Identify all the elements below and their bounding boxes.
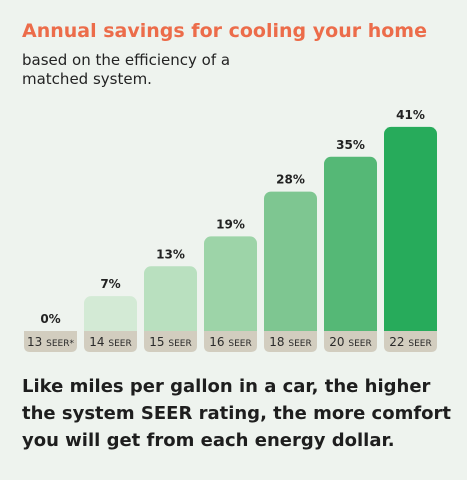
value-label-18: 28% (276, 173, 305, 187)
seer-band-13 (24, 331, 77, 352)
tick-label-16: 16 SEER (209, 335, 251, 349)
value-label-14: 7% (100, 277, 120, 291)
seer-band-20 (324, 331, 377, 352)
bar-22 (384, 126, 437, 341)
bar-15 (144, 266, 197, 340)
tick-label-18: 18 SEER (269, 335, 311, 349)
tick-label-22: 22 SEER (389, 335, 431, 349)
seer-band-14 (84, 331, 137, 352)
tick-label-20: 20 SEER (329, 335, 371, 349)
value-label-15: 13% (156, 247, 185, 261)
bar-18 (264, 191, 317, 340)
value-label-16: 19% (216, 217, 245, 231)
tick-label-13: 13 SEER* (27, 335, 74, 349)
bar-20 (324, 156, 377, 340)
savings-bar-chart: 13 SEER* 0% 14 SEER 7% 15 SEER 13% 16 SEER 19% 1… (24, 108, 437, 352)
value-label-20: 35% (336, 138, 365, 152)
value-label-13: 0% (40, 312, 60, 326)
tick-label-15: 15 SEER (149, 335, 191, 349)
chart-title: Annual savings for cooling your home (22, 20, 427, 42)
seer-band-22 (384, 331, 437, 352)
seer-band-16 (204, 331, 257, 352)
bar-14 (84, 296, 137, 340)
seer-band-18 (264, 331, 317, 352)
value-label-22: 41% (396, 108, 425, 122)
bar-16 (204, 236, 257, 340)
tick-label-14: 14 SEER (89, 335, 131, 349)
seer-band-15 (144, 331, 197, 352)
footer-text: Like miles per gallon in a car, the high… (22, 376, 452, 451)
chart-subtitle: based on the efficiency of a matched sys… (22, 51, 231, 88)
